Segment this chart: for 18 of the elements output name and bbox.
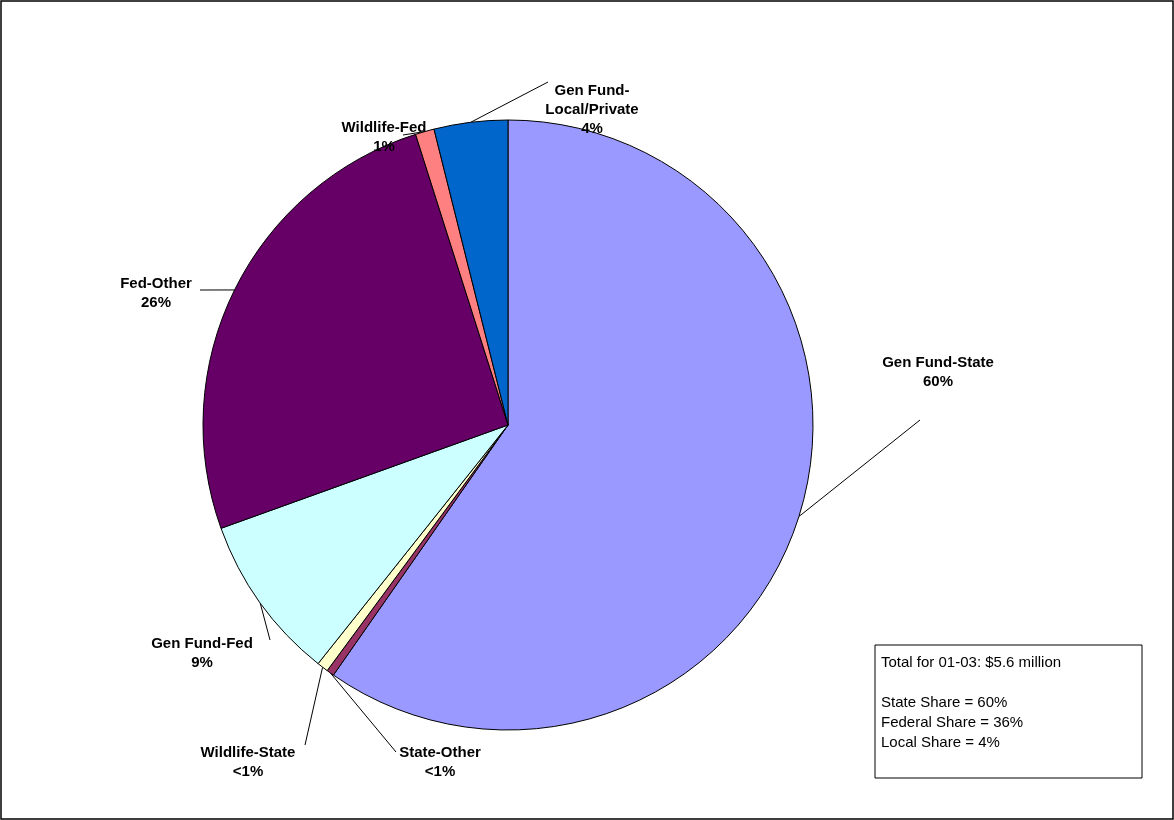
text: Local Share = 4% xyxy=(881,733,1000,750)
data-label: 26% xyxy=(140,293,172,310)
data-label: 1% xyxy=(373,137,395,154)
data-label: <1% xyxy=(424,762,456,779)
slice-label: Wildlife-State xyxy=(200,743,296,760)
data-label: 4% xyxy=(581,119,603,136)
data-label: <1% xyxy=(232,762,264,779)
text: State Share = 60% xyxy=(881,693,1008,710)
data-label: 60% xyxy=(922,372,954,389)
data-label: 9% xyxy=(191,653,213,670)
text: Federal Share = 36% xyxy=(881,713,1024,730)
text: Total for 01-03: $5.6 million xyxy=(881,653,1062,670)
slice-label: Wildlife-Fed xyxy=(341,118,427,135)
slice-label: Fed-Other xyxy=(120,274,192,291)
slice-label: Gen Fund-Fed xyxy=(151,634,253,651)
slice-label: State-Other xyxy=(399,743,481,760)
slice-label: Gen Fund-Local/Private xyxy=(545,81,639,117)
slice-label: Gen Fund-State xyxy=(882,353,994,370)
